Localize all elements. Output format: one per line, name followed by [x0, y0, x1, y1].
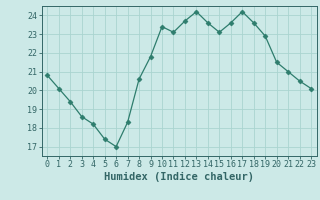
X-axis label: Humidex (Indice chaleur): Humidex (Indice chaleur) — [104, 172, 254, 182]
